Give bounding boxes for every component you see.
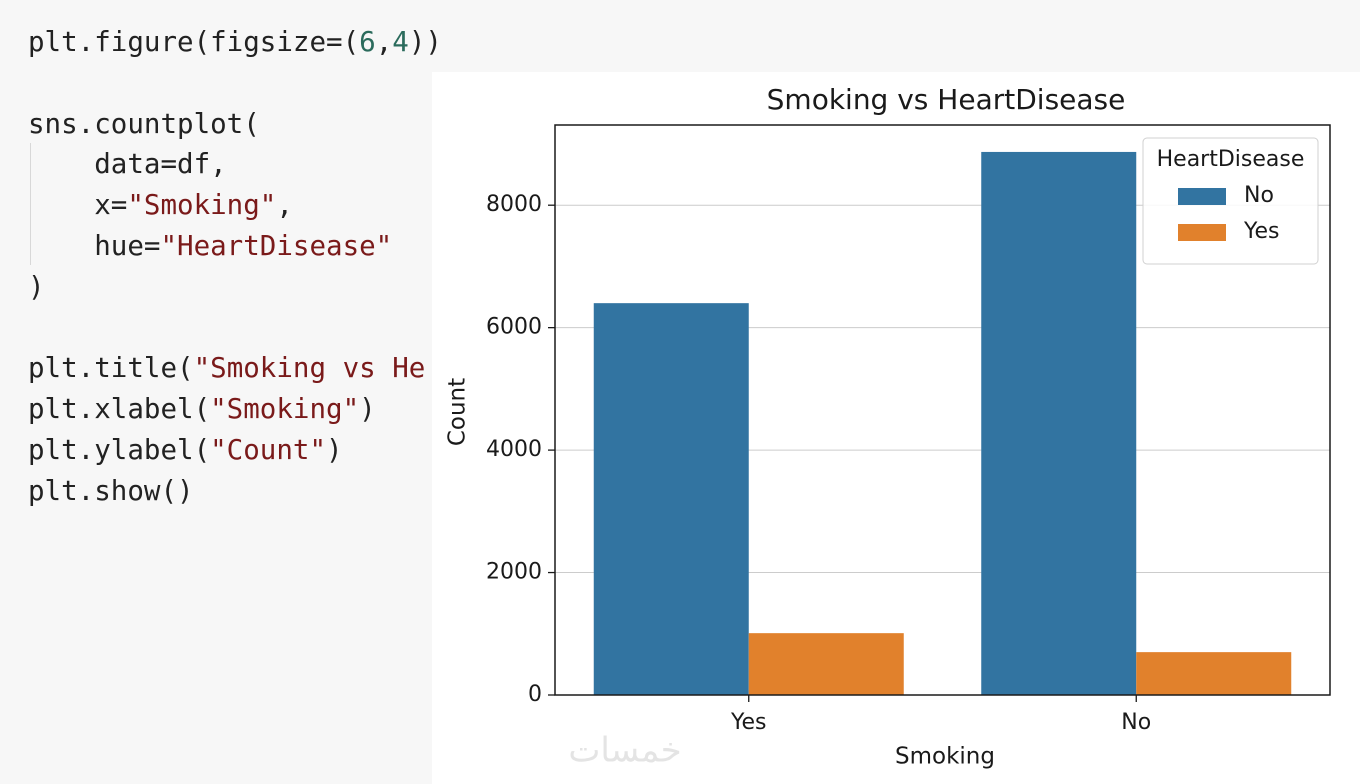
code-line: x="Smoking", [28,185,442,226]
code-line: plt.title("Smoking vs He [28,348,442,389]
y-tick-label: 8000 [486,192,542,217]
y-tick-label: 2000 [486,560,542,585]
code-token: plt.show() [28,474,194,507]
code-token: data=df, [28,148,227,181]
y-tick-label: 4000 [486,437,542,462]
legend-label: No [1244,183,1274,208]
code-token: x= [28,189,128,222]
code-token: ) [359,393,376,426]
y-tick-label: 6000 [486,315,542,340]
code-token: plt.ylabel( [28,433,211,466]
bar [593,303,749,695]
code-token: plt.xlabel( [28,393,211,426]
code-token: "Count" [210,433,327,466]
legend-swatch [1178,188,1226,205]
code-token: 4 [392,26,409,58]
bar [1136,652,1292,695]
code-token: , [276,189,293,222]
code-line: plt.ylabel("Count") [28,430,442,471]
code-token: "Smoking" [210,393,360,426]
code-token: "Smoking vs He [193,352,426,385]
code-line: ) [28,267,442,308]
code-token: , [375,26,393,58]
x-tick-label: No [1121,710,1151,735]
code-line: hue="HeartDisease" [28,226,442,267]
x-tick-label: Yes [730,710,767,735]
code-token: plt.figure(figsize=( [28,26,360,58]
code-token: )) [408,26,442,58]
code-token: 6 [359,26,376,58]
x-axis-label: Smoking [895,744,995,770]
code-line: sns.countplot( [28,104,442,145]
code-token: "Smoking" [127,189,277,222]
y-axis-label: Count [445,378,471,446]
code-token: "HeartDisease" [160,229,393,262]
code-token: ) [28,270,45,303]
code-line: data=df, [28,144,442,185]
chart-title: Smoking vs HeartDisease [767,83,1126,116]
code-token: sns.countplot( [28,107,260,140]
y-tick-label: 0 [528,682,542,707]
code-token: plt.title( [28,352,194,385]
code-cell: plt.figure(figsize=(6,4)) sns.countplot( … [28,22,442,512]
indent-guide [30,143,31,265]
bar [981,151,1137,695]
axes-frame [554,124,1331,696]
code-token: hue= [28,229,161,262]
legend-swatch [1178,224,1226,241]
legend-label: Yes [1243,219,1280,244]
code-token: ) [326,433,343,466]
watermark: خمسات [568,731,681,771]
code-line: plt.show() [28,471,442,512]
code-line: plt.figure(figsize=(6,4)) [28,22,442,63]
legend-title: HeartDisease [1157,147,1305,172]
bar [748,633,904,695]
code-line: plt.xlabel("Smoking") [28,389,442,430]
